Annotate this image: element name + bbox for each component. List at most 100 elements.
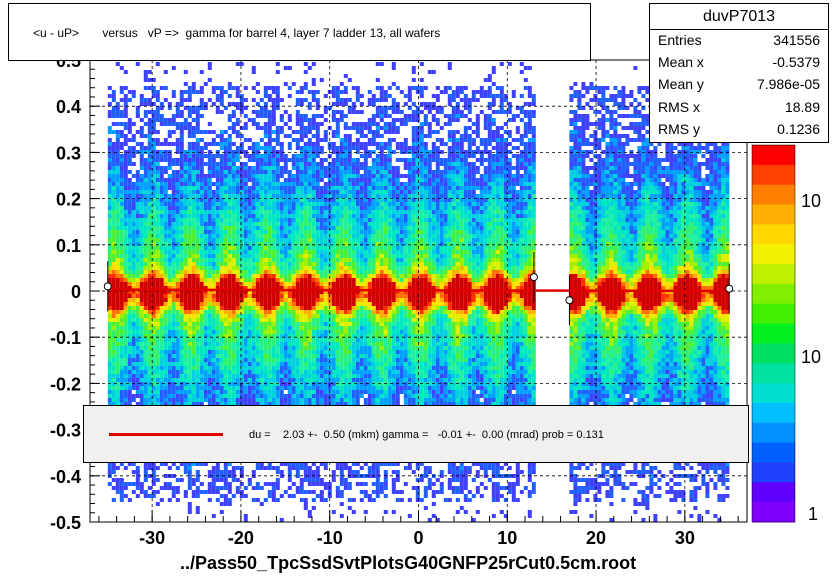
heat-cell xyxy=(200,162,204,166)
heat-cell xyxy=(300,114,304,118)
heat-cell xyxy=(288,494,292,498)
heat-cell xyxy=(284,122,288,126)
heat-cell xyxy=(184,250,188,254)
heat-cell xyxy=(304,314,308,318)
heat-cell xyxy=(308,234,312,238)
heat-cell xyxy=(292,234,296,238)
heat-cell xyxy=(236,222,240,226)
heat-cell xyxy=(132,234,136,238)
heat-cell xyxy=(236,294,240,298)
heat-cell xyxy=(276,162,280,166)
heat-cell xyxy=(228,250,232,254)
heat-cell xyxy=(292,162,296,166)
heat-cell xyxy=(108,102,112,106)
heat-cell xyxy=(196,326,200,330)
heat-cell xyxy=(260,346,264,350)
heat-cell xyxy=(128,126,132,130)
heat-cell xyxy=(260,370,264,374)
heat-cell xyxy=(208,170,212,174)
heat-cell xyxy=(264,130,268,134)
heat-cell xyxy=(232,382,236,386)
heat-cell xyxy=(172,178,176,182)
heat-cell xyxy=(256,346,260,350)
heat-cell xyxy=(204,206,208,210)
heat-cell xyxy=(124,270,128,274)
heat-cell xyxy=(332,342,336,346)
heat-cell xyxy=(232,250,236,254)
heat-cell xyxy=(288,158,292,162)
heat-cell xyxy=(204,222,208,226)
heat-cell xyxy=(216,278,220,282)
heat-cell xyxy=(228,202,232,206)
heat-cell xyxy=(272,394,276,398)
heat-cell xyxy=(324,258,328,262)
heat-cell xyxy=(300,270,304,274)
heat-cell xyxy=(304,154,308,158)
heat-cell xyxy=(176,250,180,254)
heat-cell xyxy=(176,378,180,382)
heat-cell xyxy=(176,346,180,350)
heat-cell xyxy=(184,362,188,366)
heat-cell xyxy=(220,230,224,234)
heat-cell xyxy=(140,366,144,370)
heat-cell xyxy=(216,330,220,334)
heat-cell xyxy=(256,358,260,362)
heat-cell xyxy=(320,382,324,386)
heat-cell xyxy=(288,358,292,362)
heat-cell xyxy=(168,358,172,362)
heat-cell xyxy=(156,258,160,262)
heat-cell xyxy=(292,382,296,386)
heat-cell xyxy=(224,194,228,198)
heat-cell xyxy=(296,350,300,354)
heat-cell xyxy=(300,230,304,234)
heat-cell xyxy=(268,306,272,310)
heat-cell xyxy=(136,338,140,342)
heat-cell xyxy=(260,222,264,226)
heat-cell xyxy=(316,482,320,486)
heat-cell xyxy=(332,294,336,298)
heat-cell xyxy=(228,354,232,358)
heat-cell xyxy=(116,234,120,238)
heat-cell xyxy=(144,262,148,266)
heat-cell xyxy=(200,370,204,374)
heat-cell xyxy=(164,98,168,102)
heat-cell xyxy=(160,278,164,282)
heat-cell xyxy=(196,366,200,370)
heat-cell xyxy=(196,262,200,266)
heat-cell xyxy=(148,210,152,214)
heat-cell xyxy=(276,326,280,330)
heat-cell xyxy=(212,258,216,262)
heat-cell xyxy=(252,158,256,162)
heat-cell xyxy=(116,282,120,286)
heat-cell xyxy=(116,218,120,222)
heat-cell xyxy=(180,398,184,402)
heat-cell xyxy=(284,190,288,194)
heat-cell xyxy=(184,218,188,222)
heat-cell xyxy=(128,270,132,274)
heat-cell xyxy=(148,270,152,274)
heat-cell xyxy=(172,250,176,254)
heat-cell xyxy=(228,318,232,322)
heat-cell xyxy=(196,494,200,498)
heat-cell xyxy=(188,510,192,514)
heat-cell xyxy=(112,114,116,118)
heat-cell xyxy=(112,370,116,374)
heat-cell xyxy=(228,214,232,218)
heat-cell xyxy=(160,326,164,330)
heat-cell xyxy=(312,358,316,362)
heat-cell xyxy=(180,146,184,150)
heat-cell xyxy=(196,302,200,306)
heat-cell xyxy=(156,118,160,122)
heat-cell xyxy=(156,142,160,146)
heat-cell xyxy=(160,234,164,238)
heat-cell xyxy=(112,254,116,258)
heat-cell xyxy=(180,274,184,278)
heat-cell xyxy=(312,250,316,254)
heat-cell xyxy=(288,178,292,182)
heat-cell xyxy=(248,314,252,318)
heat-cell xyxy=(288,470,292,474)
heat-cell xyxy=(312,314,316,318)
heat-cell xyxy=(108,154,112,158)
heat-cell xyxy=(324,254,328,258)
heat-cell xyxy=(232,166,236,170)
